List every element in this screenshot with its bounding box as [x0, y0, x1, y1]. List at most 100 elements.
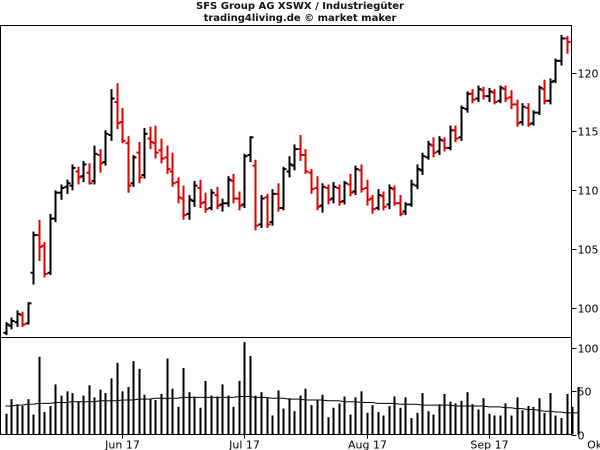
ohlc-bar [14, 310, 21, 327]
ohlc-bar [64, 179, 71, 194]
ohlc-bar [214, 186, 221, 210]
ohlc-bar [158, 138, 165, 164]
date-tick-label: Aug 17 [348, 439, 387, 450]
ohlc-bar [3, 322, 10, 336]
ohlc-bar [141, 127, 148, 179]
ohlc-bar [458, 105, 465, 141]
ohlc-bar [369, 195, 376, 214]
ohlc-bar [358, 164, 365, 193]
ohlc-bar [241, 153, 248, 208]
ohlc-bar [130, 155, 137, 187]
ohlc-bar [319, 183, 326, 213]
ohlc-bar [86, 163, 93, 185]
ohlc-bar [58, 184, 65, 200]
ohlc-bar [491, 89, 498, 105]
ohlc-bar [414, 164, 421, 190]
ohlc-bar [564, 36, 571, 54]
price-tick-label: 115 [578, 126, 599, 139]
ohlc-bar [69, 164, 76, 191]
ohlc-bar [286, 156, 293, 178]
ohlc-bar [47, 213, 54, 276]
ohlc-bar [375, 189, 382, 211]
ohlc-bar [530, 110, 537, 126]
ohlc-bar [230, 173, 237, 204]
ohlc-bar [514, 99, 521, 127]
ohlc-bar [391, 185, 398, 206]
ohlc-bar [402, 202, 409, 216]
ohlc-bar [475, 85, 482, 103]
ohlc-bar [347, 173, 354, 197]
ohlc-bar [225, 176, 232, 207]
ohlc-bar [252, 159, 259, 231]
ohlc-bar [536, 85, 543, 115]
ohlc-bar [436, 136, 443, 156]
ohlc-bar [325, 184, 332, 205]
ohlc-bar [552, 58, 559, 84]
price-tick-label: 105 [578, 244, 599, 257]
ohlc-bar [19, 311, 26, 327]
ohlc-bar [164, 145, 171, 174]
ohlc-bar [558, 34, 565, 66]
volume-series [5, 342, 580, 435]
date-tick-label: Jul 17 [228, 439, 260, 450]
ohlc-bar [452, 125, 459, 143]
ohlc-bar [186, 195, 193, 220]
ohlc-bar [469, 89, 476, 104]
ohlc-bar [197, 179, 204, 208]
ohlc-bar [219, 198, 226, 212]
ohlc-bar [397, 195, 404, 217]
chart-title: SFS Group AG XSWX / Industriegüter [196, 1, 404, 12]
ohlc-bar [30, 231, 37, 285]
ohlc-bar [408, 179, 415, 207]
ohlc-bar [169, 152, 176, 187]
ohlc-bar [352, 165, 359, 196]
ohlc-bar [97, 149, 104, 173]
ohlc-bar [441, 137, 448, 152]
ohlc-bar [486, 87, 493, 103]
ohlc-bar [236, 191, 243, 211]
volume-tick-label: 50 [578, 386, 592, 399]
ohlc-bar [425, 140, 432, 160]
price-tick-label: 120 [578, 68, 599, 81]
ohlc-bar [91, 145, 98, 185]
ohlc-bar [336, 184, 343, 206]
ohlc-bar [502, 85, 509, 103]
price-plot-frame [0, 25, 572, 338]
ohlc-bar [314, 176, 321, 211]
ohlc-bar [102, 130, 109, 166]
ohlc-bar [52, 190, 59, 223]
volume-average-line [5, 396, 578, 414]
ohlc-bar [547, 78, 554, 105]
ohlc-bar [80, 160, 87, 183]
ohlc-bar [191, 180, 198, 207]
ohlc-bar [119, 107, 126, 144]
ohlc-bar [175, 177, 182, 204]
volume-tick-label: 0 [578, 430, 585, 443]
ohlc-bar [25, 302, 32, 325]
date-tick-label: Jun 17 [104, 439, 140, 450]
volume-plot-frame [0, 337, 572, 435]
date-tick-label: Okt 17 [587, 439, 600, 450]
price-tick-label: 100 [578, 303, 599, 316]
ohlc-bar [508, 90, 515, 110]
ohlc-bar [341, 180, 348, 205]
ohlc-bar [258, 195, 265, 229]
ohlc-bar [364, 179, 371, 206]
ohlc-bar [430, 137, 437, 158]
ohlc-bar [297, 134, 304, 161]
ohlc-bar [291, 144, 298, 171]
ohlc-bar [136, 142, 143, 184]
ohlc-series [3, 34, 571, 336]
ohlc-bar [108, 89, 115, 141]
ohlc-bar [447, 125, 454, 151]
chart-subtitle: trading4living.de © market maker [203, 13, 397, 24]
ohlc-bar [152, 125, 159, 159]
ohlc-bar [180, 185, 187, 220]
volume-average-series [5, 396, 578, 414]
ohlc-bar [41, 242, 48, 278]
ohlc-bar [308, 169, 315, 194]
ohlc-bar [419, 152, 426, 176]
ohlc-bar [125, 136, 132, 193]
